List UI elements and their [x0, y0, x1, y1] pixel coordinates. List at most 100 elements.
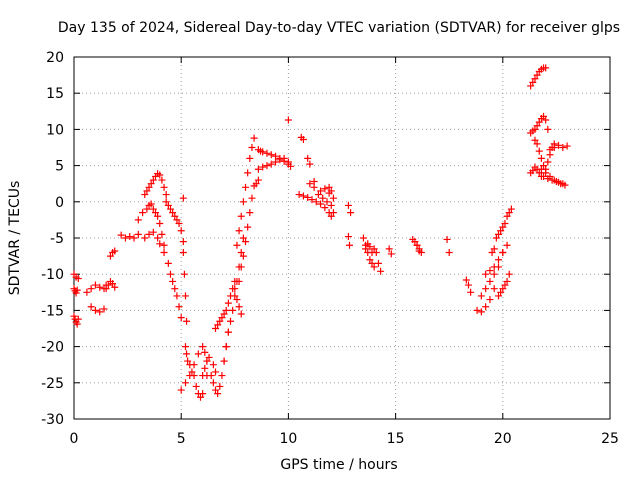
data-point [222, 343, 230, 351]
data-point [344, 233, 352, 241]
data-point [196, 393, 204, 401]
x-tick-label: 0 [70, 431, 79, 447]
series-arc-as [473, 285, 498, 316]
data-point [199, 343, 207, 351]
data-point [544, 175, 552, 183]
data-point [237, 263, 245, 271]
data-point [237, 212, 245, 220]
data-point [540, 112, 548, 120]
series-arc-bd [540, 172, 569, 189]
series-arc-am [385, 245, 395, 258]
data-point [218, 372, 226, 380]
data-point [276, 156, 284, 164]
data-point [486, 296, 494, 304]
data-point [121, 234, 129, 242]
data-point [169, 209, 177, 217]
data-point [160, 241, 168, 249]
data-point [126, 233, 134, 241]
data-point [477, 308, 485, 316]
data-point [531, 136, 539, 144]
series-arc-ay [527, 64, 550, 90]
data-point [317, 200, 325, 208]
series-arc-a [70, 270, 82, 283]
data-point [259, 163, 267, 171]
data-point [310, 178, 318, 186]
data-point [158, 176, 166, 184]
data-point [462, 276, 470, 284]
data-point [467, 288, 475, 296]
series-arc-av [488, 223, 507, 256]
data-point [106, 252, 114, 260]
data-point [96, 308, 104, 316]
data-point [370, 263, 378, 271]
data-point [495, 230, 503, 238]
data-point [177, 227, 185, 235]
data-point [183, 350, 191, 358]
series-arc-v [235, 194, 256, 285]
data-point [366, 243, 374, 251]
data-point [100, 305, 108, 313]
data-point [319, 194, 327, 202]
data-point [499, 248, 507, 256]
data-point [443, 235, 451, 243]
data-point [413, 241, 421, 249]
data-point [252, 180, 260, 188]
data-point [295, 191, 303, 199]
data-point [111, 283, 119, 291]
data-point [415, 247, 423, 255]
data-point [194, 350, 202, 358]
series-arc-ai [359, 234, 378, 271]
data-point [166, 205, 174, 213]
series-arc-ag [344, 201, 355, 217]
data-point [329, 209, 337, 217]
data-point [374, 259, 382, 267]
data-point [312, 198, 320, 206]
data-point [154, 212, 162, 220]
y-tick-label: 20 [46, 50, 64, 66]
data-point [495, 292, 503, 300]
data-point [149, 205, 157, 213]
series-arc-i [134, 200, 168, 249]
data-point [542, 116, 550, 124]
data-point [254, 176, 262, 184]
data-point [201, 364, 209, 372]
data-point [548, 176, 556, 184]
series-arc-s [212, 277, 239, 332]
data-point [529, 78, 537, 86]
data-point [175, 220, 183, 228]
data-point [370, 245, 378, 253]
data-point [542, 169, 550, 177]
data-point [181, 292, 189, 300]
series-arc-aa [284, 116, 292, 124]
data-point [231, 292, 239, 300]
data-point [411, 238, 419, 246]
data-point [134, 216, 142, 224]
data-point [183, 317, 191, 325]
data-point [308, 196, 316, 204]
data-point [109, 280, 117, 288]
data-point [299, 136, 307, 144]
series-arc-r [207, 328, 232, 398]
series-arc-ae [317, 185, 337, 202]
data-point [212, 386, 220, 394]
data-point [535, 147, 543, 155]
data-point [473, 306, 481, 314]
data-point [199, 390, 207, 398]
data-point [306, 180, 314, 188]
data-point [327, 201, 335, 209]
y-tick-label: 0 [55, 195, 64, 211]
data-point [166, 270, 174, 278]
data-point [91, 281, 99, 289]
data-point [233, 241, 241, 249]
series-arc-l [162, 198, 187, 246]
data-point [503, 212, 511, 220]
data-point [267, 160, 275, 168]
data-point [222, 306, 230, 314]
data-point [203, 357, 211, 365]
data-point [179, 248, 187, 256]
data-point [495, 256, 503, 264]
axis-ticks: 0 5 10 15 20 25 20 15 10 5 0 -5 -10 -15 -20 -25 -30 [41, 50, 619, 447]
data-point [83, 288, 91, 296]
data-point [327, 187, 335, 195]
y-tick-label: 10 [46, 122, 64, 138]
